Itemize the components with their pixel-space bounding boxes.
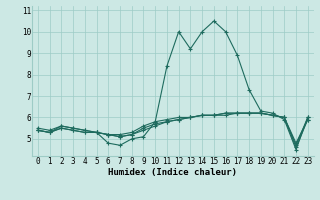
X-axis label: Humidex (Indice chaleur): Humidex (Indice chaleur): [108, 168, 237, 177]
